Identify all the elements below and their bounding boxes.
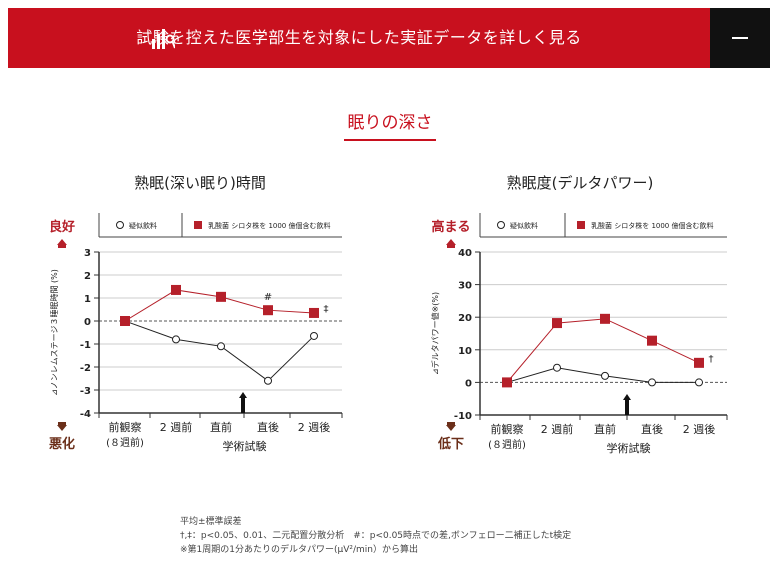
significance-mark: ‡ (324, 304, 329, 315)
y-tick-label: 1 (84, 294, 91, 305)
y-tick-label: -1 (80, 340, 91, 351)
bad-label: 低下 (437, 436, 464, 452)
data-point-probiotic (502, 377, 512, 388)
significance-mark: # (264, 292, 272, 303)
y-tick-label: 30 (458, 281, 472, 292)
section-title: 眠りの深さ (347, 113, 433, 133)
exam-arrow-icon (239, 392, 247, 413)
legend-probiotic-label: 乳酸菌 シロタ株を 1000 億個含む飲料 (208, 221, 331, 230)
x-category-label: 2 週後 (683, 422, 716, 436)
data-point-placebo (172, 335, 180, 344)
y-tick-label: 0 (465, 378, 472, 389)
up-arrow-icon (446, 239, 456, 248)
legend-circle-marker (116, 221, 124, 229)
x-category-label: 直前 (210, 420, 232, 434)
x-category-label: 前観察 (491, 422, 524, 436)
series-line (124, 320, 315, 382)
y-tick-label: 40 (458, 248, 472, 259)
x-category-sublabel: (８週前) (106, 436, 144, 449)
section-underline (344, 139, 436, 141)
footnotes: 平均±標準誤差 †,‡：p<0.05、0.01、二元配置分散分析 #：p<0.0… (180, 515, 571, 557)
good-label: 高まる (431, 219, 470, 235)
collapse-button[interactable] (710, 8, 770, 68)
legend-probiotic-label: 乳酸菌 シロタ株を 1000 億個含む飲料 (591, 221, 714, 230)
data-point-probiotic (171, 284, 181, 295)
chart-search-icon (152, 29, 175, 49)
header-title: 試験を控えた医学部生を対象にした実証データを詳しく見る (136, 28, 582, 47)
down-arrow-icon (57, 422, 67, 431)
data-point-probiotic (647, 335, 657, 346)
legend-placebo-label: 疑似飲料 (129, 221, 157, 230)
data-point-probiotic (120, 316, 130, 326)
data-point-placebo (264, 376, 272, 385)
x-category-label: 2 週後 (298, 420, 331, 434)
data-point-placebo (601, 371, 609, 380)
legend-square-marker (577, 221, 585, 229)
y-tick-label: 0 (84, 317, 91, 328)
x-axis-label: 学術試験 (607, 441, 651, 455)
data-point-probiotic (309, 307, 319, 318)
good-label: 良好 (49, 219, 75, 235)
legend-circle-marker (497, 221, 505, 229)
data-point-probiotic (216, 291, 226, 302)
x-axis-label: 学術試験 (223, 439, 267, 453)
chart-2-title: 熟眠度(デルタパワー) (506, 174, 654, 192)
x-category-label: 2 週前 (541, 422, 574, 436)
bad-label: 悪化 (49, 436, 75, 452)
data-point-probiotic (263, 305, 273, 316)
x-category-label: 前観察 (109, 420, 142, 434)
note-3: ※第1周期の1分あたりのデルタパワー(μV²/min）から算出 (180, 545, 419, 555)
y-axis-label: ⊿ノンレムステージ３睡眠時間 (%) (50, 269, 59, 396)
data-point-placebo (648, 378, 656, 387)
y-tick-label: 2 (84, 271, 91, 282)
x-category-sublabel: (８週前) (488, 438, 526, 451)
y-axis-label: ⊿デルタパワー値※(%) (430, 292, 440, 375)
y-tick-label: -2 (80, 363, 91, 374)
legend-square-marker (194, 221, 202, 229)
data-point-placebo (310, 331, 318, 340)
legend-placebo-label: 疑似飲料 (510, 221, 538, 230)
minus-icon (732, 37, 748, 39)
y-tick-label: 10 (458, 346, 472, 357)
significance-mark: † (709, 354, 714, 365)
y-tick-label: -3 (80, 386, 91, 397)
data-point-probiotic (600, 313, 610, 324)
exam-arrow-icon (623, 394, 631, 415)
data-point-placebo (695, 378, 703, 387)
data-point-placebo (217, 342, 225, 351)
y-tick-label: 20 (458, 313, 472, 324)
y-tick-label: 3 (84, 248, 91, 259)
y-tick-label: -4 (80, 409, 91, 420)
data-point-probiotic (694, 357, 704, 368)
header-banner[interactable]: 試験を控えた医学部生を対象にした実証データを詳しく見る (8, 8, 770, 68)
data-point-placebo (553, 363, 561, 372)
x-category-label: 直後 (641, 422, 663, 436)
note-2: †,‡：p<0.05、0.01、二元配置分散分析 #：p<0.05時点での差,ボ… (180, 531, 572, 541)
data-point-probiotic (552, 318, 562, 329)
note-1: 平均±標準誤差 (180, 517, 242, 527)
x-category-label: 直後 (257, 420, 279, 434)
x-category-label: 2 週前 (160, 420, 193, 434)
down-arrow-icon (446, 422, 456, 431)
x-category-label: 直前 (594, 422, 616, 436)
y-tick-label: -10 (454, 411, 472, 422)
up-arrow-icon (57, 239, 67, 248)
chart-1-title: 熟眠(深い眠り)時間 (134, 174, 266, 192)
